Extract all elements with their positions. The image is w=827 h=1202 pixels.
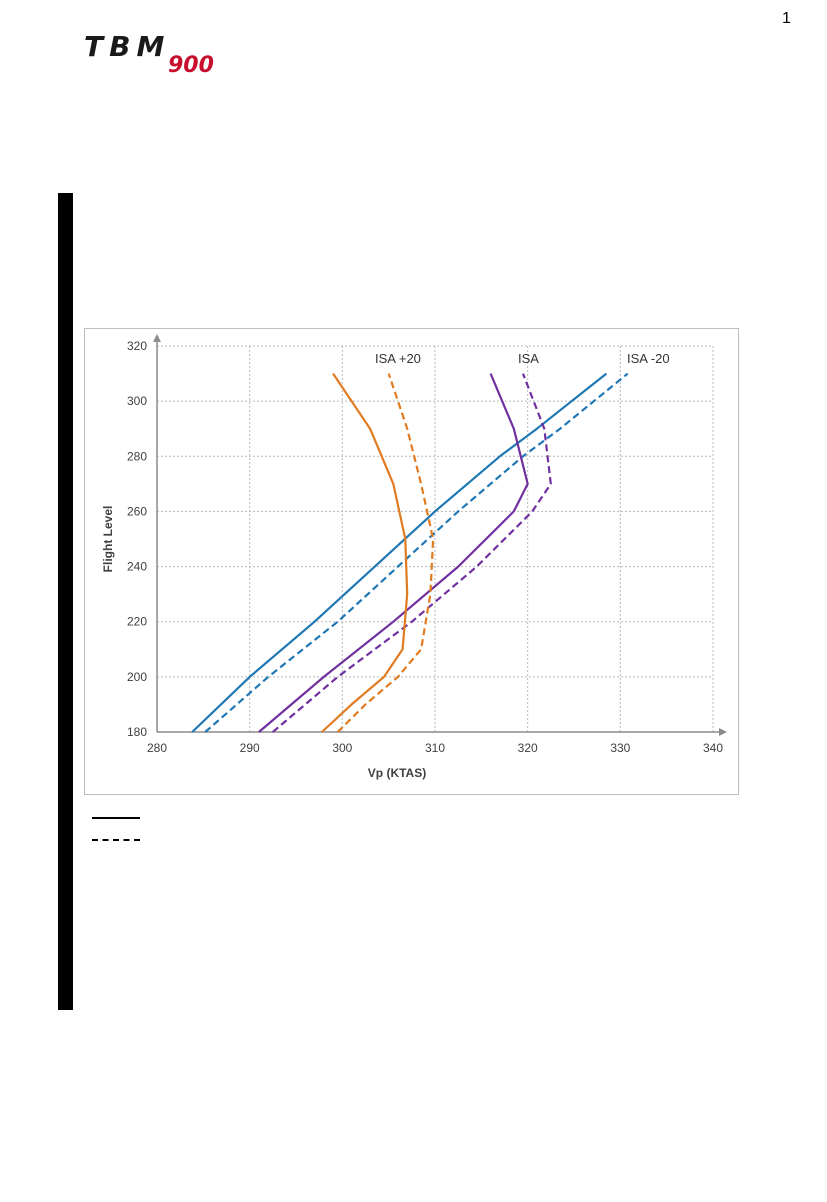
- x-tick-label: 280: [147, 741, 167, 755]
- y-tick-label: 320: [127, 339, 147, 353]
- series-line-isa-20-dashed: [336, 373, 435, 733]
- y-tick-label: 300: [127, 394, 147, 408]
- cruise-speed-chart: 280 290 300 310 320 330 340 180 200 220 240 260 280 3…: [101, 334, 727, 780]
- y-tick-label: 200: [127, 670, 147, 684]
- logo-model-text: 900: [168, 53, 214, 76]
- chart-frame: 280 290 300 310 320 330 340 180 200 220 240 260 280 3…: [84, 328, 739, 795]
- logo-tbm-text: TBM: [84, 32, 170, 63]
- legend-solid-line: [92, 817, 140, 819]
- y-tick-label: 180: [127, 725, 147, 739]
- y-tick-label: 280: [127, 449, 147, 463]
- series-line-isa-dashed: [272, 373, 552, 733]
- tbm-900-logo: TBM 900: [84, 32, 214, 76]
- y-axis-title: Flight Level: [101, 506, 115, 573]
- y-tick-label: 240: [127, 560, 147, 574]
- series-line-isa-solid: [258, 373, 529, 733]
- x-tick-label: 340: [703, 741, 723, 755]
- series-line-isa-20-dashed: [204, 372, 629, 733]
- series-line-isa-20-solid: [321, 372, 409, 733]
- x-tick-label: 310: [425, 741, 445, 755]
- y-axis-arrow: [153, 334, 161, 342]
- legend-dashed-line: [92, 839, 140, 841]
- x-tick-label: 330: [610, 741, 630, 755]
- page-number: 1: [782, 10, 791, 27]
- x-axis-arrow: [719, 728, 727, 736]
- annotation-label: ISA +20: [375, 351, 421, 366]
- annotation-label: ISA -20: [627, 351, 670, 366]
- x-tick-label: 290: [240, 741, 260, 755]
- annotation-label: ISA: [518, 351, 539, 366]
- y-tick-label: 220: [127, 615, 147, 629]
- y-tick-label: 260: [127, 504, 147, 518]
- x-axis-title: Vp (KTAS): [368, 766, 426, 780]
- x-tick-label: 300: [332, 741, 352, 755]
- x-tick-label: 320: [518, 741, 538, 755]
- change-bar: [58, 193, 73, 1010]
